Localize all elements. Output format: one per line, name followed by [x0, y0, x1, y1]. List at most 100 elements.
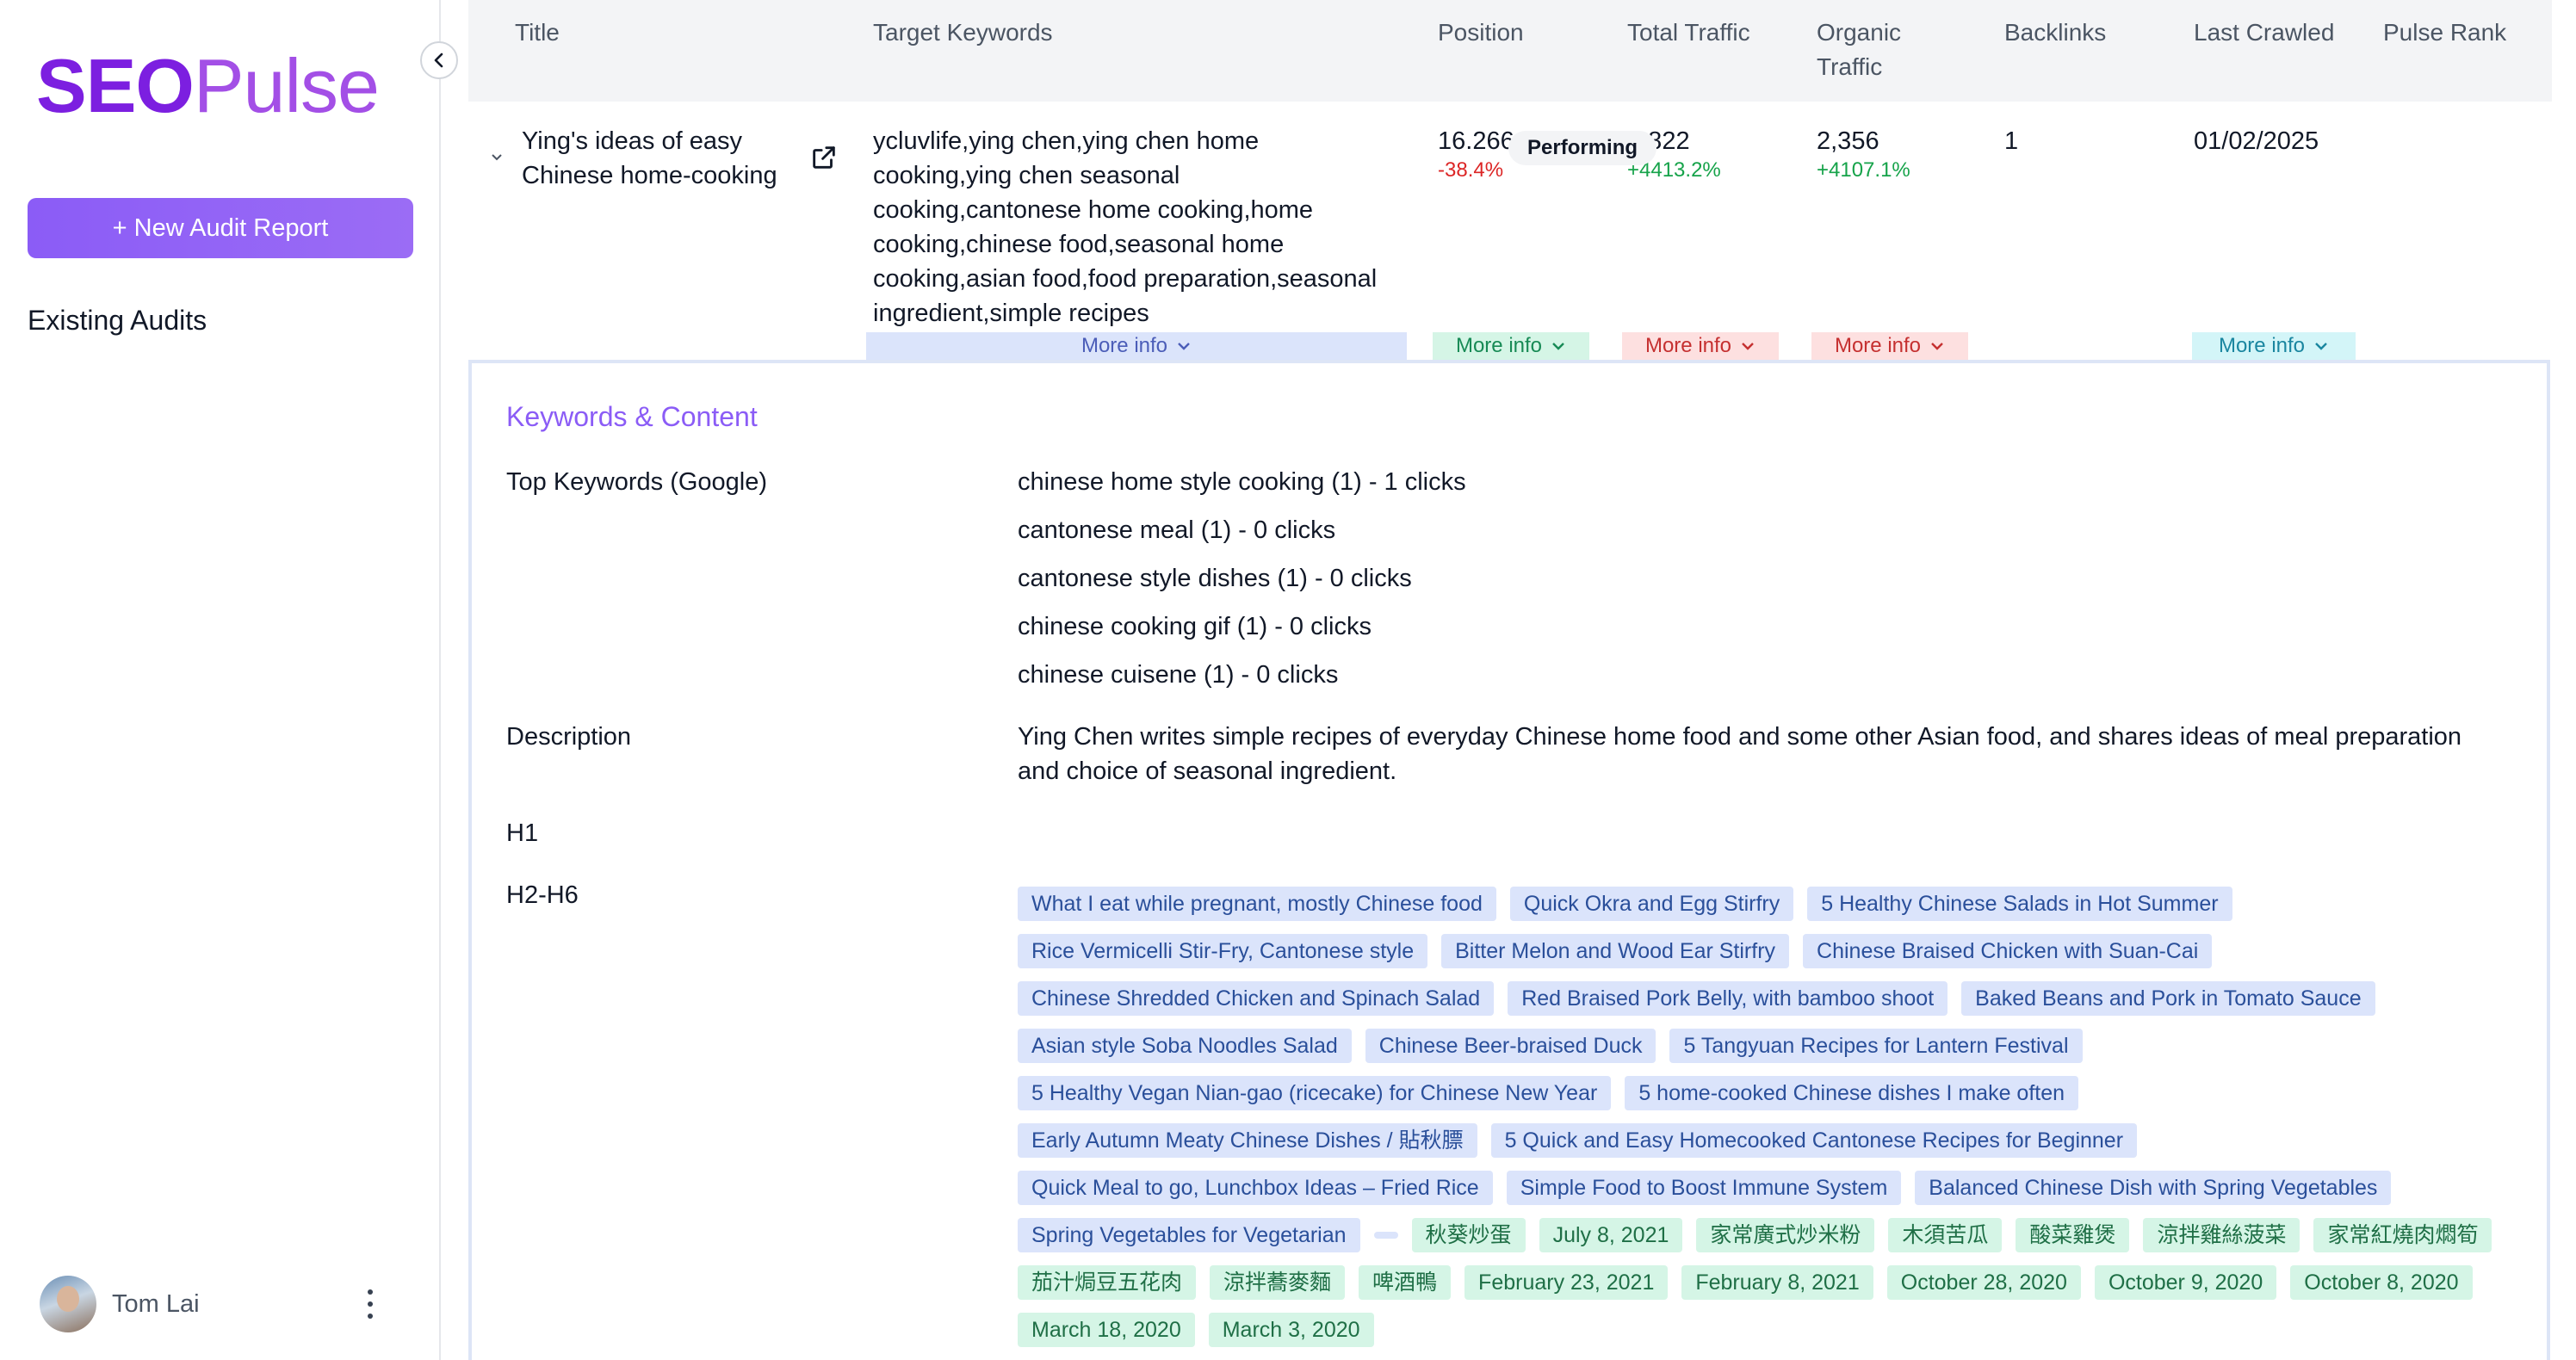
tag-row: Rice Vermicelli Stir-Fry, Cantonese styl…	[1018, 934, 2533, 981]
position-more-info-button[interactable]: More info	[1433, 332, 1589, 360]
position-value: 16.266	[1438, 127, 1514, 155]
heading-tag-green: 家常紅燒肉燜筍	[2313, 1218, 2492, 1252]
heading-tag-green: 茄汁焗豆五花肉	[1018, 1265, 1197, 1300]
description-line1: Ying Chen writes simple recipes of every…	[1018, 723, 2462, 751]
heading-tag: Red Braised Pork Belly, with bamboo shoo…	[1508, 981, 1948, 1016]
chevron-left-icon	[434, 53, 443, 68]
heading-tag: Rice Vermicelli Stir-Fry, Cantonese styl…	[1018, 934, 1428, 968]
row-title-line1: Ying's ideas of easy	[522, 127, 742, 155]
row-position: 16.266 -38.4%	[1438, 124, 1514, 182]
heading-tag-green: 涼拌雞絲菠菜	[2143, 1218, 2300, 1252]
header-title[interactable]: Title	[515, 19, 560, 46]
keywords-content-panel: Keywords & Content Top Keywords (Google)…	[468, 360, 2550, 1360]
keywords-line: cooking,chinese food,seasonal home	[873, 231, 1285, 258]
external-link-icon	[813, 146, 835, 169]
heading-tag-green: March 3, 2020	[1208, 1313, 1374, 1347]
h2h6-label: H2-H6	[506, 881, 579, 909]
chevron-down-icon	[1742, 343, 1754, 350]
organic-traffic-more-info-button[interactable]: More info	[1811, 332, 1968, 360]
heading-tag-green: July 8, 2021	[1539, 1218, 1683, 1252]
tag-row: Quick Meal to go, Lunchbox Ideas – Fried…	[1018, 1171, 2533, 1218]
top-keyword-item: cantonese style dishes (1) - 0 clicks	[1018, 565, 1412, 592]
heading-tag-green: 秋葵炒蛋	[1411, 1218, 1526, 1252]
more-info-label: More info	[1644, 334, 1732, 357]
tag-row: Asian style Soba Noodles Salad Chinese B…	[1018, 1029, 2533, 1076]
row-title[interactable]: Ying's ideas of easy Chinese home-cookin…	[522, 124, 777, 193]
keywords-line: ingredient,simple recipes	[873, 300, 1149, 327]
heading-tag-green: 酸菜雞煲	[2016, 1218, 2130, 1252]
heading-tag: Balanced Chinese Dish with Spring Vegeta…	[1915, 1171, 2392, 1205]
top-keyword-item: chinese cuisene (1) - 0 clicks	[1018, 661, 1339, 689]
expand-row-chevron-icon[interactable]	[491, 148, 503, 166]
heading-tag-green: March 18, 2020	[1018, 1313, 1195, 1347]
header-organic-line1: Organic	[1817, 19, 1902, 46]
tag-row: 5 Healthy Vegan Nian-gao (ricecake) for …	[1018, 1076, 2533, 1123]
heading-tag-green: February 23, 2021	[1464, 1265, 1669, 1300]
heading-tag: Bitter Melon and Wood Ear Stirfry	[1441, 934, 1790, 968]
keywords-line: ycluvlife,ying chen,ying chen home	[873, 127, 1260, 155]
pulse-rank-badge: Performing	[1508, 131, 1657, 165]
header-position[interactable]: Position	[1438, 19, 1524, 46]
h1-label: H1	[506, 819, 539, 847]
avatar	[40, 1276, 96, 1332]
heading-tag: Spring Vegetables for Vegetarian	[1018, 1218, 1360, 1252]
more-info-label: More info	[2218, 334, 2306, 357]
heading-tag: What I eat while pregnant, mostly Chines…	[1018, 887, 1496, 921]
header-pulse-rank[interactable]: Pulse Rank	[2383, 19, 2507, 46]
header-target-keywords[interactable]: Target Keywords	[873, 19, 1053, 46]
tag-row: Chinese Shredded Chicken and Spinach Sal…	[1018, 981, 2533, 1029]
keywords-more-info-button[interactable]: More info	[866, 332, 1407, 360]
open-link-button[interactable]	[809, 143, 839, 176]
heading-tag: 5 Healthy Chinese Salads in Hot Summer	[1807, 887, 2232, 921]
pulse-rank-more-info-button[interactable]: More info	[2192, 332, 2356, 360]
tag-row: What I eat while pregnant, mostly Chines…	[1018, 887, 2533, 934]
top-keyword-item: chinese cooking gif (1) - 0 clicks	[1018, 613, 1372, 640]
chevron-down-icon	[1931, 343, 1943, 350]
heading-tag: Asian style Soba Noodles Salad	[1018, 1029, 1352, 1063]
table-header: Title Target Keywords Position Total Tra…	[468, 0, 2552, 102]
logo-seo: SEO	[36, 43, 195, 128]
new-audit-report-button[interactable]: + New Audit Report	[28, 198, 413, 258]
kebab-menu-icon[interactable]	[362, 1289, 379, 1319]
heading-tag: Simple Food to Boost Immune System	[1506, 1171, 1902, 1205]
tag-row: Early Autumn Meaty Chinese Dishes / 貼秋膘 …	[1018, 1123, 2533, 1171]
header-last-crawled[interactable]: Last Crawled	[2194, 19, 2335, 46]
total-traffic-more-info-button[interactable]: More info	[1622, 332, 1779, 360]
header-total-traffic[interactable]: Total Traffic	[1627, 19, 1750, 46]
heading-tag-green: 涼拌蕎麥麵	[1210, 1265, 1346, 1300]
chevron-down-icon	[1552, 343, 1564, 350]
tag-row: March 18, 2020 March 3, 2020	[1018, 1313, 2533, 1360]
heading-tag: 5 Tangyuan Recipes for Lantern Festival	[1669, 1029, 2083, 1063]
header-organic-traffic[interactable]: Organic Traffic	[1817, 15, 1901, 84]
h2h6-tag-list: What I eat while pregnant, mostly Chines…	[1018, 887, 2533, 1360]
heading-tag: 5 home-cooked Chinese dishes I make ofte…	[1625, 1076, 2079, 1110]
description-label: Description	[506, 723, 632, 751]
keywords-line: cooking,asian food,food preparation,seas…	[873, 265, 1378, 293]
heading-tag-green: 木須苦瓜	[1888, 1218, 2003, 1252]
heading-tag-green: October 28, 2020	[1886, 1265, 2081, 1300]
keywords-line: cooking,cantonese home cooking,home	[873, 196, 1314, 224]
row-title-line2: Chinese home-cooking	[522, 162, 777, 189]
heading-tag: Chinese Shredded Chicken and Spinach Sal…	[1018, 981, 1495, 1016]
heading-tag-green: 啤酒鴨	[1359, 1265, 1452, 1300]
heading-tag-green: 家常廣式炒米粉	[1696, 1218, 1875, 1252]
more-info-label: More info	[1081, 334, 1168, 357]
heading-tag: 5 Quick and Easy Homecooked Cantonese Re…	[1490, 1123, 2138, 1158]
top-keywords-label: Top Keywords (Google)	[506, 468, 768, 496]
seopulse-logo[interactable]: SEOPulse	[36, 48, 380, 124]
user-profile[interactable]: Tom Lai	[40, 1276, 200, 1332]
organic-traffic-value: 2,356	[1817, 127, 1879, 155]
header-backlinks[interactable]: Backlinks	[2004, 19, 2107, 46]
keywords-line: cooking,ying chen seasonal	[873, 162, 1180, 189]
sidebar: SEOPulse + New Audit Report Existing Aud…	[0, 0, 441, 1360]
logo-pulse: Pulse	[193, 43, 380, 128]
chevron-down-icon	[2315, 343, 2327, 350]
empty-heading-tag	[1373, 1232, 1398, 1239]
row-backlinks: 1	[2004, 127, 2019, 155]
heading-tag: Quick Meal to go, Lunchbox Ideas – Fried…	[1018, 1171, 1493, 1205]
collapse-sidebar-button[interactable]	[420, 41, 458, 79]
position-delta: -38.4%	[1438, 158, 1504, 182]
heading-tag: 5 Healthy Vegan Nian-gao (ricecake) for …	[1018, 1076, 1612, 1110]
chevron-down-icon	[492, 154, 502, 161]
chevron-down-icon	[1178, 343, 1190, 350]
